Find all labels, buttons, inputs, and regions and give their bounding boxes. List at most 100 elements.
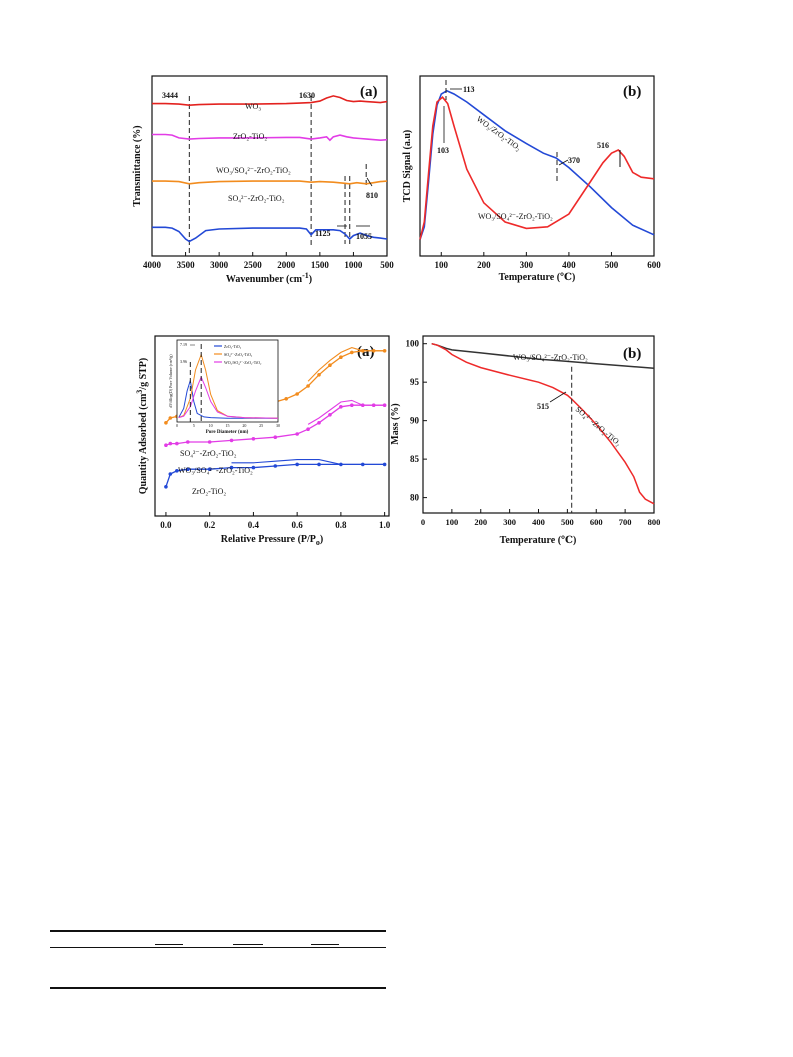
arrow-515 [549,391,567,403]
y-tick-label: 95 [410,377,420,387]
data-point [164,485,168,489]
y-axis-label: Quantity Adsorbed (cm3/g STP) [135,358,149,495]
data-point [295,392,299,396]
inset-y-axis-label: dV/dlog(D) Pore Volume (cm³/g) [168,354,173,408]
data-point [207,467,212,472]
x-tick-label: 3000 [210,260,229,270]
y-axis-label: Transmittance (%) [132,125,143,206]
x-axis-label-subscript: o [316,538,320,547]
inset-series-line-2 [178,375,279,419]
series-label-wso-zrti: WO₃/SO₄²⁻-ZrO₂-TiO₂ [178,466,253,475]
annotation-113: 113 [463,85,475,94]
desorption-branch-0 [307,347,385,382]
data-point [284,397,289,401]
data-point [295,432,299,436]
inset-legend: ZrO₂-TiO₂ SO₄²⁻-ZrO₂-TiO₂ WO₃/SO₄²⁻-ZrO₂… [214,344,262,365]
plot-frame [422,335,655,514]
annotation-3444: 3444 [162,91,178,100]
arrow-370 [558,159,569,166]
series-line-2 [152,180,388,185]
annotation-370: 370 [568,156,580,165]
x-tick-label: 500 [605,260,619,270]
data-point [168,441,173,446]
x-tick-label: 600 [590,517,603,527]
data-point [273,435,278,440]
data-point [317,421,321,425]
table-subheader-mark-3 [311,944,339,945]
inset-x-axis-label: Pore Diameter (nm) [206,430,249,435]
series-label-so-zrti: SO₄²⁻-ZrO₂-TiO₂ [574,405,623,448]
x-tick-label: 0.6 [292,520,304,530]
x-axis-label: Temperature (℃) [499,272,576,283]
x-tick-label: 200 [477,260,491,270]
x-tick-label: 0.4 [248,520,260,530]
data-point [382,403,387,408]
data-point [186,440,190,444]
x-axis-label: Relative Pressure (P/Po) [221,534,324,547]
inset-x-tick-label: 30 [276,423,280,428]
data-point [251,437,256,441]
y-axis-label-superscript: 3 [135,390,144,394]
data-point [350,350,354,355]
y-tick-label: 100 [406,339,420,349]
data-point [382,349,387,353]
table-subheader-mark-2 [233,944,263,945]
series-group [419,89,655,240]
inset-x-tick-label: 5 [193,423,195,428]
inset-series-group [178,344,279,422]
data-point [317,373,321,377]
series-label-wso-zrti: WO₃/SO₄²⁻-ZrO₂-TiO₂ [513,353,588,362]
plot-frame [154,335,390,517]
y-axis-label: Mass (%) [390,403,401,444]
panel-label: (a) [357,344,375,360]
x-axis-label: Temperature (℃) [500,535,577,546]
series-label-zrti: ZrO₂-TiO₂ [233,132,267,141]
plot-frame [419,75,655,257]
table-header-rule [50,947,386,948]
legend-label-zrti: ZrO₂-TiO₂ [224,344,242,349]
annotation-810: 810 [366,191,378,200]
legend-label-wso-zrti: WO₃/SO₄²⁻-ZrO₂-TiO₂ [224,360,262,365]
x-tick-label: 400 [562,260,576,270]
data-point [328,363,332,368]
x-tick-label: 2500 [244,260,263,270]
x-tick-label: 1000 [344,260,363,270]
series-label-wszt: WO₃/SO₄²⁻-ZrO₂-TiO₂ [478,212,553,221]
table-subheader-mark-1 [155,944,183,945]
data-point [168,472,173,476]
annotation-103: 103 [437,146,449,155]
data-point [164,443,168,448]
data-point [207,440,212,444]
annotation-516: 516 [597,141,609,150]
x-tick-label: 200 [474,517,487,527]
x-tick-label: 800 [648,517,661,527]
arrow-810 [366,177,373,187]
x-tick-label: 400 [532,517,545,527]
inset-x-ticks: 0 5 10 15 20 25 30 [176,423,280,428]
inset-x-tick-label: 15 [226,423,230,428]
y-tick-label: 90 [410,416,420,426]
data-point [175,441,179,446]
inset-series-line-0 [178,380,278,419]
data-point [350,403,354,408]
peak-annotations: 113 103 370 516 [437,85,609,165]
x-tick-label: 500 [380,260,394,270]
inset-annotation-396: 3.96 [180,359,187,364]
data-point [339,355,343,360]
x-tick-label: 1.0 [379,520,391,530]
annotation-1055: 1055 [356,232,372,241]
series-group [431,342,655,513]
data-point [306,427,310,432]
series-group [152,95,388,243]
y-tick-label: 80 [410,493,420,503]
inset-x-tick-label: 20 [242,423,246,428]
x-ticks: 4000 3500 3000 2500 2000 1500 1000 500 [143,252,394,270]
annotation-1630: 1630 [299,91,315,100]
desorption-branch-1 [307,399,385,425]
panel-label: (a) [360,84,378,100]
x-tick-label: 500 [561,517,574,527]
data-point [273,464,278,468]
plot-frame [151,75,388,257]
series-label-so-zrti: SO₄²⁻-ZrO₂-TiO₂ [228,194,285,203]
